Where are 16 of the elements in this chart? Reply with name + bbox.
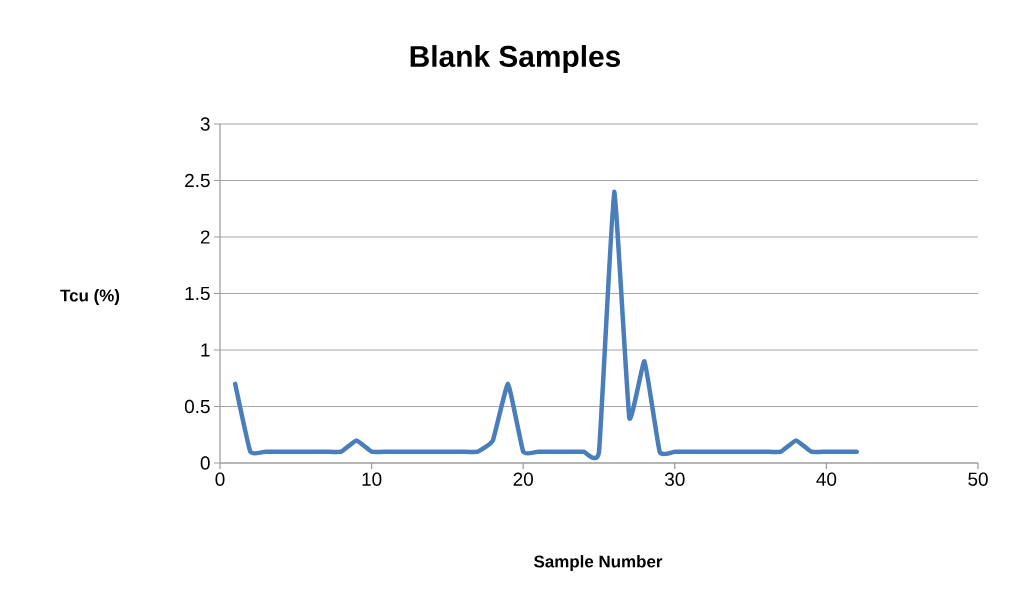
x-tick-label: 10 <box>362 472 382 486</box>
y-tick-label: 1 <box>201 343 210 357</box>
y-tick-label: 3 <box>200 117 210 131</box>
x-tick-label: 40 <box>816 472 837 486</box>
x-tick-label: 50 <box>968 472 988 486</box>
x-tick-label: 20 <box>513 472 533 486</box>
x-axis-title: Sample Number <box>534 555 663 571</box>
y-tick-label: 0 <box>200 456 210 470</box>
y-tick-label: 2.5 <box>185 173 210 188</box>
y-tick-label: 2 <box>200 230 210 244</box>
y-tick-label: 0.5 <box>184 399 210 414</box>
x-tick-label: 0 <box>215 472 225 486</box>
x-tick-label: 30 <box>665 472 685 486</box>
y-tick-label: 1.5 <box>185 286 210 301</box>
chart-title: Blank Samples <box>410 45 621 73</box>
y-axis-title: Tcu (%) <box>60 289 120 305</box>
